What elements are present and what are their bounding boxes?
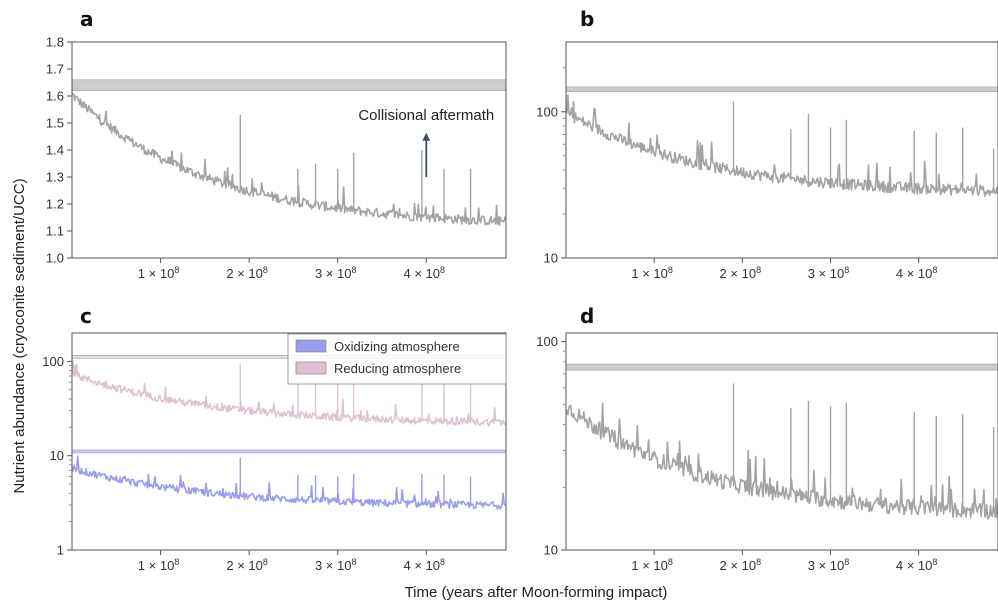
x-tick-exponent: 8 — [351, 265, 356, 275]
x-tick-exponent: 8 — [668, 557, 673, 567]
axes-frame — [71, 41, 507, 259]
legend-swatch — [295, 361, 327, 375]
y-tick-label: 1.5 — [46, 116, 64, 131]
legend-label: Oxidizing atmosphere — [334, 339, 460, 354]
axes-frame — [565, 332, 998, 551]
axes-frame — [565, 41, 998, 259]
x-tick-exponent: 8 — [932, 557, 937, 567]
x-axis-title: Time (years after Moon-forming impact) — [405, 584, 668, 601]
reference-band — [72, 79, 506, 91]
x-tick-label: 4 × 108 — [896, 265, 938, 281]
x-tick-label: 4 × 108 — [896, 557, 938, 573]
y-tick-label: 10 — [544, 543, 558, 558]
annotation-arrow-head — [422, 132, 431, 141]
y-tick-label: 1.3 — [46, 170, 64, 185]
x-tick-exponent: 8 — [932, 265, 937, 275]
x-tick-exponent: 8 — [440, 557, 445, 567]
x-tick-label: 1 × 108 — [631, 557, 673, 573]
y-tick-label: 1.7 — [46, 62, 64, 77]
panel-letter: d — [580, 304, 594, 328]
annotation-label: Collisional aftermath — [358, 107, 494, 124]
reference-band — [72, 449, 506, 454]
series-line — [566, 94, 998, 197]
panel-a: Collisional aftermath 1.0 1.1 1.2 1.3 1.4 1.5 1… — [46, 7, 507, 281]
y-tick-label: 10 — [544, 251, 558, 266]
x-tick-exponent: 8 — [351, 557, 356, 567]
y-tick-label: 10 — [50, 448, 64, 463]
x-tick-exponent: 8 — [844, 265, 849, 275]
y-tick-label: 100 — [536, 104, 558, 119]
x-tick-label: 1 × 108 — [138, 265, 180, 281]
x-tick-exponent: 8 — [668, 265, 673, 275]
x-tick-label: 2 × 108 — [720, 265, 762, 281]
x-tick-label: 4 × 108 — [404, 265, 446, 281]
x-tick-label: 2 × 108 — [226, 265, 268, 281]
y-axis-title: Nutrient abundance (cryoconite sediment/… — [11, 178, 28, 493]
panel-letter: c — [80, 304, 92, 328]
x-tick-exponent: 8 — [174, 265, 179, 275]
reference-band — [566, 363, 998, 371]
plot-area — [566, 363, 998, 520]
y-tick-label: 1.0 — [46, 251, 64, 266]
legend-label: Reducing atmosphere — [334, 361, 461, 376]
panel-letter: b — [580, 7, 594, 31]
x-tick-label: 4 × 108 — [404, 557, 446, 573]
x-tick-label: 3 × 108 — [315, 557, 357, 573]
plot-area — [566, 86, 998, 197]
y-tick-label: 100 — [42, 354, 64, 369]
x-tick-exponent: 8 — [174, 557, 179, 567]
panel-d: 10 100 1 × 108 2 × 108 3 × 108 4 × 108 d — [536, 304, 998, 573]
x-tick-label: 1 × 108 — [631, 265, 673, 281]
x-tick-label: 3 × 108 — [808, 557, 850, 573]
series-line — [72, 92, 506, 227]
y-tick-label: 100 — [536, 334, 558, 349]
y-tick-label: 1.1 — [46, 224, 64, 239]
x-tick-exponent: 8 — [440, 265, 445, 275]
legend-swatch — [295, 339, 327, 353]
axes-frame — [71, 332, 507, 551]
x-tick-exponent: 8 — [756, 557, 761, 567]
x-tick-label: 2 × 108 — [720, 557, 762, 573]
series-line-oxidizing-atmosphere — [72, 455, 506, 510]
x-tick-label: 2 × 108 — [226, 557, 268, 573]
panel-letter: a — [80, 7, 94, 31]
y-tick-label: 1.2 — [46, 197, 64, 212]
panel-b: 10 100 1 × 108 2 × 108 3 × 108 4 × 108 b — [536, 7, 998, 281]
y-tick-label: 1.4 — [46, 143, 64, 158]
reference-band — [566, 86, 998, 93]
x-tick-label: 3 × 108 — [808, 265, 850, 281]
x-tick-label: 1 × 108 — [138, 557, 180, 573]
x-tick-exponent: 8 — [263, 265, 268, 275]
x-tick-exponent: 8 — [263, 557, 268, 567]
y-tick-label: 1.8 — [46, 35, 64, 50]
x-tick-exponent: 8 — [844, 557, 849, 567]
y-tick-label: 1.6 — [46, 89, 64, 104]
y-tick-label: 1 — [57, 543, 64, 558]
series-line — [566, 402, 998, 520]
panel-c: 1 10 100 1 × 108 2 × 108 3 × 108 4 × 108 c Oxidi… — [42, 304, 507, 573]
plot-area — [72, 79, 506, 227]
series-line-reducing-atmosphere — [72, 360, 506, 427]
x-tick-label: 3 × 108 — [315, 265, 357, 281]
x-tick-exponent: 8 — [756, 265, 761, 275]
